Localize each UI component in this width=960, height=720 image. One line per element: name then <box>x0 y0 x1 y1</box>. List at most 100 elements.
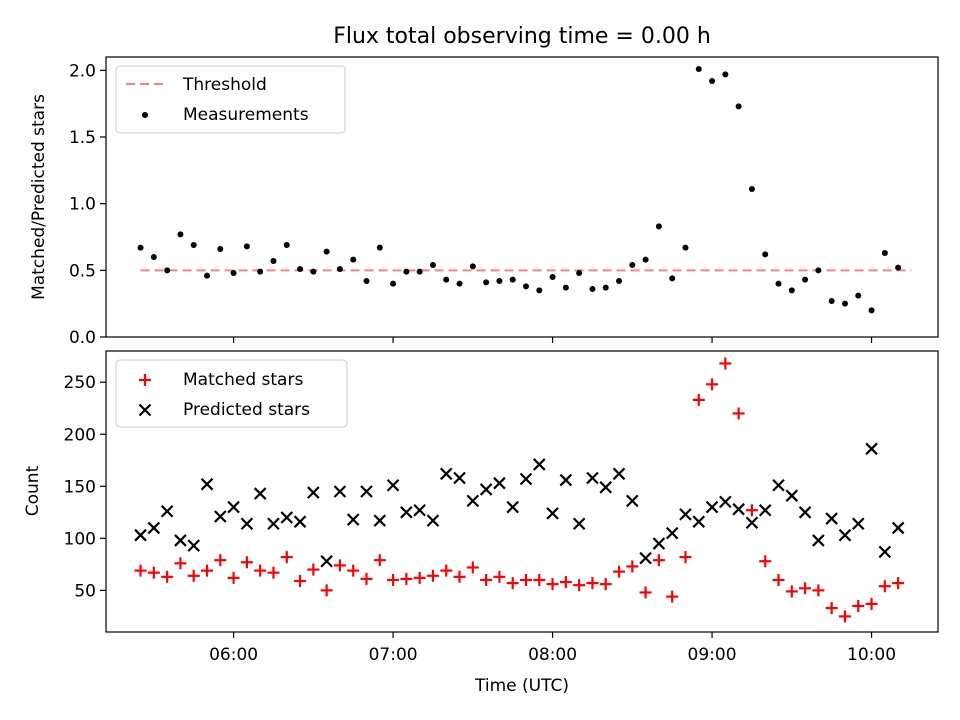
measurement-point <box>483 279 490 286</box>
matched-star-point <box>333 559 346 572</box>
matched-star-point <box>400 572 413 585</box>
matched-star-point <box>134 564 147 577</box>
predicted-star-point <box>812 534 825 547</box>
matched-star-point <box>692 393 705 406</box>
measurement-point <box>629 262 636 268</box>
bottom-y-tick-label: 100 <box>64 529 96 549</box>
matched-star-point <box>639 586 652 599</box>
matched-star-point <box>413 571 426 584</box>
matched-star-point <box>440 564 453 577</box>
predicted-star-point <box>692 515 706 528</box>
predicted-star-point <box>200 477 214 491</box>
top-y-tick-label: 0.0 <box>69 328 96 348</box>
measurement-point <box>602 284 609 291</box>
predicted-star-point <box>214 510 227 523</box>
predicted-star-point <box>772 478 785 492</box>
measurement-point <box>815 267 822 274</box>
measurement-point <box>217 246 224 252</box>
matched-star-point <box>599 578 612 591</box>
top-legend: Threshold Measurements <box>115 65 346 134</box>
matched-star-point <box>613 565 626 578</box>
measurement-point <box>669 275 676 282</box>
measurement-point <box>496 278 503 284</box>
measurement-point <box>695 66 702 72</box>
predicted-star-point <box>413 503 426 517</box>
predicted-star-point <box>838 528 852 542</box>
predicted-star-point <box>147 521 161 535</box>
measurement-point <box>190 242 197 248</box>
figure-title: Flux total observing time = 0.00 h <box>333 24 711 49</box>
measurement-point <box>562 284 569 291</box>
measurement-point <box>522 283 529 290</box>
predicted-star-point <box>599 481 613 494</box>
matched-star-point <box>147 566 160 579</box>
matched-star-point <box>533 573 546 586</box>
matched-stars-points <box>134 357 905 623</box>
predicted-star-point <box>851 517 865 531</box>
predicted-star-point <box>439 467 453 481</box>
predicted-star-point <box>652 537 666 550</box>
predicted-star-point <box>426 514 440 527</box>
predicted-star-point <box>745 516 759 530</box>
predicted-star-point <box>280 511 294 524</box>
predicted-star-point <box>400 506 413 519</box>
measurement-point <box>429 262 436 268</box>
matched-star-point <box>373 554 386 567</box>
matched-star-point <box>732 407 745 420</box>
measurement-point <box>323 248 330 255</box>
legend-threshold-label: Threshold <box>182 75 267 95</box>
predicted-star-point <box>533 458 546 471</box>
measurement-point <box>376 244 383 251</box>
legend-x-marker <box>138 403 152 417</box>
measurement-point <box>828 298 835 304</box>
measurement-point <box>589 286 596 292</box>
measurement-point <box>443 276 450 283</box>
matched-star-point <box>825 602 838 615</box>
measurement-point <box>549 274 556 280</box>
predicted-star-point <box>466 494 480 508</box>
predicted-star-point <box>346 513 360 526</box>
top-y-axis-label: Matched/Predicted stars <box>29 94 49 300</box>
matched-star-point <box>240 556 253 569</box>
matched-star-point <box>799 582 812 595</box>
matched-star-point <box>201 564 214 577</box>
predicted-star-point <box>360 485 373 498</box>
matched-star-point <box>852 599 865 612</box>
matched-star-point <box>586 577 599 590</box>
measurement-point <box>283 242 290 248</box>
bottom-y-tick-label: 50 <box>74 581 96 601</box>
measurement-point <box>709 78 716 84</box>
legend-plus-marker <box>139 374 151 386</box>
predicted-star-point <box>506 500 519 514</box>
bottom-y-axis-label: Count <box>23 465 43 516</box>
measurement-point <box>403 268 410 275</box>
predicted-star-point <box>798 506 812 519</box>
measurement-point <box>802 276 809 283</box>
predicted-star-point <box>559 473 573 487</box>
matched-star-point <box>174 557 187 570</box>
predicted-star-point <box>493 476 506 490</box>
matched-star-point <box>838 610 851 623</box>
measurement-point <box>363 278 370 284</box>
predicted-star-point <box>626 494 639 508</box>
predicted-star-point <box>825 512 838 525</box>
predicted-star-point <box>267 517 280 531</box>
measurement-point <box>336 266 343 272</box>
measurement-point <box>297 266 304 272</box>
legend-matched-swatch <box>139 374 151 386</box>
matched-star-point <box>546 578 559 591</box>
measurement-point <box>509 276 516 283</box>
measurement-point <box>270 258 277 264</box>
predicted-star-point <box>639 551 652 565</box>
matched-star-point <box>360 572 373 585</box>
matched-star-point <box>426 569 439 582</box>
matched-star-point <box>480 573 493 586</box>
matched-star-point <box>320 584 333 597</box>
measurement-point <box>748 186 755 192</box>
matched-star-point <box>519 573 532 586</box>
predicted-star-point <box>160 504 174 518</box>
measurement-point <box>137 244 144 251</box>
predicted-star-point <box>174 534 187 547</box>
predicted-star-point <box>679 508 692 521</box>
measurement-point <box>616 278 623 284</box>
